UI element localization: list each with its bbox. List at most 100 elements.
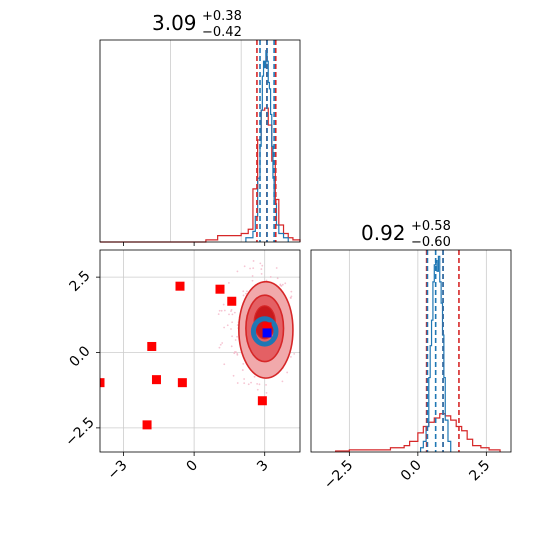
scatter-panel: −3 0 3 −2.5 0.0 2.5 [62,249,301,483]
scatter-sample-point [223,309,226,312]
scatter-plot-area [100,250,300,452]
scatter-sample-point [250,381,252,384]
scatter-sample-point [233,352,236,355]
scatter-sample-point [286,371,289,374]
scatter-sample-point [234,339,237,341]
scatter-sample-point [260,268,263,270]
scatter-sample-point [243,378,246,380]
hist2-x-tick-label-0: −2.5 [321,457,356,492]
scatter-sample-point [231,313,234,316]
scatter-red-marker-5 [177,378,187,388]
scatter-x-tick-label-1: 0 [184,457,202,475]
hist1-title-value: 3.09 [152,11,197,35]
scatter-sample-point [252,267,255,270]
scatter-sample-point [289,297,292,299]
scatter-sample-point [256,382,259,385]
hist2-x-tick-label-2: 2.5 [466,457,493,484]
scatter-sample-point [222,303,225,306]
scatter-sample-point [242,362,245,365]
scatter-sample-point [218,346,221,349]
scatter-sample-point [230,345,233,348]
hist1-frame [99,39,301,243]
scatter-sample-point [230,328,232,330]
scatter-sample-point [246,290,248,293]
scatter-sample-point [275,267,278,269]
scatter-sample-point [256,388,259,391]
scatter-sample-point [243,265,246,268]
scatter-contour-blue [250,316,279,347]
scatter-sample-point [293,352,296,355]
hist2-title-lower: −0.60 [411,235,451,250]
scatter-sample-point [236,270,239,273]
hist2-title-upper: +0.58 [411,219,451,234]
scatter-sample-point [261,264,264,267]
scatter-sample-point [289,356,292,358]
scatter-sample-point [252,260,255,262]
scatter-sample-point [259,262,262,265]
hist2-title-value: 0.92 [361,221,406,245]
scatter-red-marker-3 [151,375,161,385]
scatter-red-marker-1 [142,420,152,430]
hist1-red-histogram [100,107,301,243]
scatter-blue-marker [262,328,272,338]
hist2-frame [310,249,512,453]
scatter-sample-point [242,294,245,297]
hist2-red-histogram [335,413,501,452]
scatter-x-tick-label-2: 3 [254,457,272,475]
scatter-red-marker-9 [262,322,272,332]
scatter-sample-point [249,267,251,270]
scatter-frame [99,249,301,453]
scatter-sample-point [281,380,284,383]
scatter-red-marker-0 [100,378,105,388]
scatter-sample-point [242,290,245,293]
scatter-sample-point [236,382,239,384]
scatter-sample-point [236,335,238,338]
scatter-sample-point [284,282,287,285]
scatter-y-tick-label-2: 2.5 [67,268,94,295]
scatter-sample-point [223,363,226,366]
scatter-sample-point [219,343,222,346]
scatter-sample-point [226,324,229,327]
scatter-sample-point [290,295,293,298]
scatter-red-marker-7 [227,296,237,306]
scatter-red-marker-6 [215,284,225,294]
scatter-sample-point [247,383,250,386]
scatter-sample-point [253,375,256,378]
scatter-red-marker-8 [257,396,267,406]
hist1-title-upper: +0.38 [202,9,242,24]
scatter-sample-point [220,309,223,312]
scatter-sample-point [232,374,235,377]
scatter-sample-point [279,284,282,287]
scatter-sample-point [221,342,224,344]
scatter-sample-point [223,326,226,329]
scatter-sample-point [231,321,234,324]
scatter-sample-point [245,292,247,295]
scatter-y-tick-label-0: −2.5 [62,414,97,449]
scatter-sample-point [260,272,263,275]
scatter-red-marker-4 [175,281,185,291]
scatter-sample-point [236,352,239,355]
scatter-sample-point [228,313,230,316]
scatter-sample-point [269,276,272,278]
scatter-x-tick-label-0: −3 [105,457,131,483]
scatter-sample-point [251,275,254,277]
scatter-sample-point [231,335,233,338]
scatter-y-tick-label-1: 0.0 [67,343,94,370]
scatter-sample-point [265,383,267,386]
scatter-sample-point [243,382,246,385]
scatter-sample-point [258,383,261,386]
scatter-red-marker-2 [147,341,157,351]
scatter-sample-point [281,283,284,286]
hist-panel-param-1 [99,39,301,246]
scatter-sample-point [233,311,236,314]
scatter-sample-point [276,277,279,280]
scatter-sample-point [217,313,220,316]
scatter-sample-point [251,279,254,282]
hist-panel-param-2: −2.5 0.0 2.5 [310,249,512,493]
scatter-sample-point [241,369,244,371]
scatter-sample-point [228,282,230,284]
hist2-x-tick-label-1: 0.0 [398,457,425,484]
scatter-sample-point [230,309,233,311]
scatter-sample-point [265,391,268,394]
